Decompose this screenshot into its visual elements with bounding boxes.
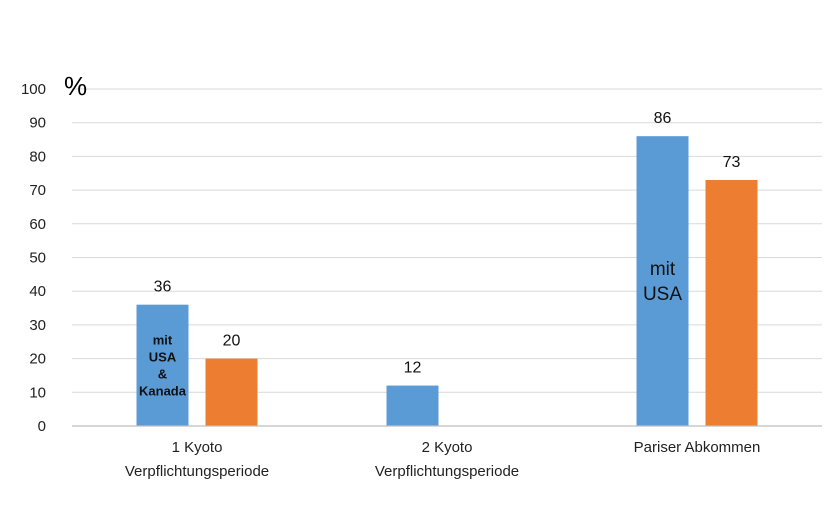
bar-annotation: &: [158, 366, 167, 381]
x-tick-label: Verpflichtungsperiode: [125, 463, 269, 480]
y-tick-label: 70: [29, 182, 46, 199]
x-tick-label: Pariser Abkommen: [634, 439, 761, 456]
bar-annotation: mit: [153, 332, 173, 347]
bar-annotation: USA: [643, 284, 682, 305]
y-tick-label: 20: [29, 351, 46, 368]
bar-annotation: Kanada: [139, 383, 187, 398]
data-label: 20: [223, 333, 241, 350]
y-tick-label: 80: [29, 148, 46, 165]
data-label: 12: [404, 360, 422, 377]
x-tick-label: Verpflichtungsperiode: [375, 463, 519, 480]
bar: [386, 385, 439, 426]
y-tick-label: 10: [29, 384, 46, 401]
grid-lines: [72, 88, 822, 393]
data-label: 73: [723, 154, 741, 171]
data-label: 36: [154, 279, 172, 296]
y-axis-unit-label: %: [64, 71, 87, 101]
y-tick-label: 50: [29, 250, 46, 267]
bar: [705, 179, 758, 426]
bar: [136, 304, 189, 426]
y-tick-label: 60: [29, 216, 46, 233]
bar-annotation: USA: [149, 349, 177, 364]
y-tick-label: 30: [29, 317, 46, 334]
bars: 36 mit USA & Kanada 20 12 86 mit USA 73: [136, 110, 758, 426]
y-tick-label: 90: [29, 115, 46, 132]
x-tick-label: 1 Kyoto: [172, 439, 223, 456]
x-tick-labels: 1 Kyoto Verpflichtungsperiode 2 Kyoto Verpf…: [125, 439, 760, 480]
bar-annotation: mit: [650, 259, 676, 280]
data-label: 86: [654, 110, 672, 127]
x-tick-label: 2 Kyoto: [422, 439, 473, 456]
bar: [636, 136, 689, 426]
bar: [205, 358, 258, 426]
y-tick-label: 40: [29, 283, 46, 300]
y-tick-label: 100: [21, 81, 46, 98]
y-tick-label: 0: [38, 418, 46, 435]
y-tick-labels: 0 10 20 30 40 50 60 70 80 90 100: [21, 81, 46, 435]
